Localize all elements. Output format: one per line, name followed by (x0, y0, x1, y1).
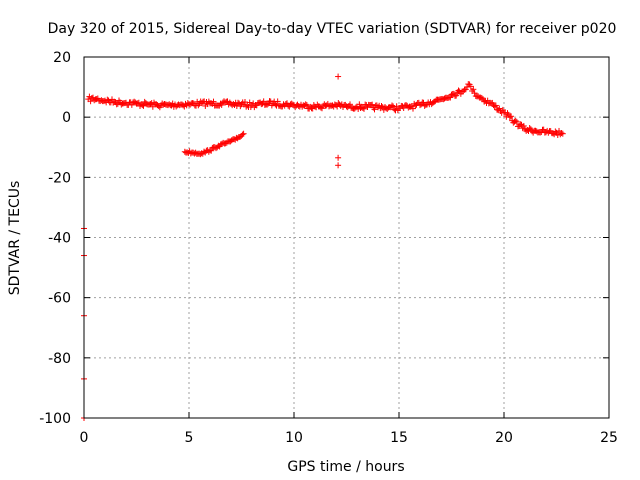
main-track-point (274, 98, 281, 105)
y-tick-label: -100 (39, 411, 71, 427)
main-track-point (496, 105, 503, 112)
outlier-point (335, 162, 342, 169)
x-tick-label: 0 (80, 430, 89, 446)
x-tick-label: 15 (390, 430, 408, 446)
data-points (81, 73, 566, 421)
outlier-point (335, 73, 342, 80)
main-track-point (361, 105, 367, 112)
main-track-point (410, 105, 416, 112)
main-track-point (347, 101, 353, 108)
main-track-point (371, 106, 378, 113)
outlier-point (335, 154, 342, 161)
y-tick-label: -80 (48, 351, 71, 367)
y-tick-label: -20 (48, 170, 71, 186)
main-track-point (517, 121, 524, 128)
main-track-point (506, 114, 513, 121)
x-tick-label: 20 (495, 430, 513, 446)
main-track-point (303, 101, 310, 108)
main-track-point (526, 125, 533, 132)
main-track-point (453, 92, 460, 99)
main-track-point (391, 106, 398, 113)
grid-lines (84, 57, 609, 418)
main-track-point (492, 102, 499, 109)
main-track-point (260, 98, 267, 105)
main-track-point (471, 90, 478, 97)
x-tick-label: 10 (285, 430, 303, 446)
main-track-point (558, 130, 565, 137)
main-track-point (210, 98, 217, 105)
main-track-point (552, 128, 559, 135)
y-axis-title: SDTVAR / TECUs (7, 181, 23, 296)
main-track-point (389, 102, 395, 109)
lower-track-point (239, 131, 246, 138)
main-track-point (272, 101, 279, 108)
main-track-point (508, 113, 514, 120)
main-track-point (470, 86, 477, 93)
lower-track-point (208, 147, 215, 154)
main-track-point (369, 101, 376, 108)
main-track-point (264, 101, 271, 108)
main-track-point (491, 103, 498, 110)
chart-title: Day 320 of 2015, Sidereal Day-to-day VTE… (48, 21, 617, 37)
main-track-point (557, 131, 564, 138)
main-track-point (378, 103, 385, 110)
y-tick-label: 0 (62, 110, 71, 126)
main-track-point (87, 98, 94, 105)
x-tick-labels: 0 5 10 15 20 25 (80, 430, 618, 446)
y-tick-label: -60 (48, 291, 71, 307)
y-tick-label: 20 (53, 50, 71, 66)
x-tick-label: 5 (185, 430, 194, 446)
y-tick-labels: -100 -80 -60 -40 -20 0 20 (39, 50, 71, 427)
main-track-point (455, 87, 462, 94)
lower-track-point (240, 130, 247, 137)
x-axis-title: GPS time / hours (287, 459, 404, 475)
main-track-point (467, 83, 474, 90)
main-track-point (302, 101, 309, 108)
main-track-point (559, 130, 566, 137)
main-track-point (512, 117, 519, 124)
main-track-point (554, 132, 561, 139)
main-track-point (139, 102, 146, 109)
main-track-point (447, 94, 454, 101)
x-tick-label: 25 (600, 430, 618, 446)
plot-area-border (83, 56, 610, 419)
main-track-point (520, 122, 527, 129)
main-track-point (478, 94, 485, 101)
main-track-point (359, 104, 366, 111)
main-track-point (513, 118, 520, 125)
y-tick-label: -40 (48, 231, 71, 247)
main-track-point (464, 84, 471, 91)
